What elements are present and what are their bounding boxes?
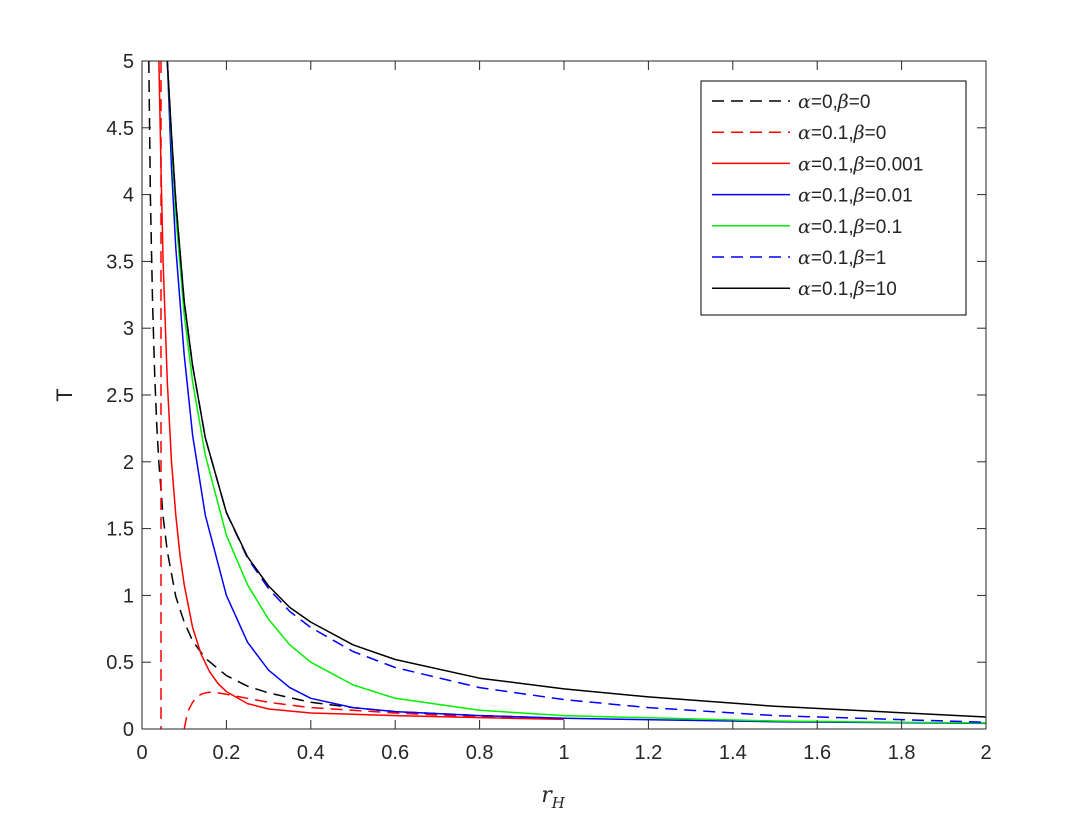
x-axis-label: rH (541, 783, 566, 812)
legend-label: α=0.1,β=1 (798, 247, 886, 269)
x-axis-label-sub: H (551, 794, 566, 812)
legend-label: α=0.1,β=0.1 (798, 216, 902, 238)
legend-label: α=0.1,β=0 (798, 122, 886, 144)
y-tick-label: 2 (123, 452, 134, 474)
legend-box (700, 80, 967, 316)
y-tick-label: 1 (123, 585, 134, 607)
legend: α=0,β=0 α=0.1,β=0 α=0.1,β=0.001 α=0.1,β=0.0… (700, 80, 967, 316)
x-tick-label: 1 (558, 742, 569, 764)
legend-entry: α=0.1,β=0.1 (712, 216, 902, 238)
x-tick-label: 2 (980, 742, 991, 764)
legend-entries: α=0,β=0 α=0.1,β=0 α=0.1,β=0.001 α=0.1,β=0.0… (712, 91, 923, 300)
series-layer (148, 61, 986, 729)
x-tick-label: 0.8 (466, 742, 494, 764)
legend-label: α=0.1,β=10 (798, 278, 897, 300)
y-tick-label: 3 (123, 318, 134, 340)
x-tick-label: 0.6 (381, 742, 409, 764)
y-tick-label: 4 (123, 185, 134, 207)
legend-entry: α=0.1,β=10 (712, 278, 897, 300)
y-tick-label: 2.5 (106, 385, 134, 407)
series-line-7 (166, 61, 986, 718)
x-tick-label: 1.6 (803, 742, 831, 764)
legend-label: α=0.1,β=0.01 (798, 185, 913, 207)
series-line-2-part-2 (183, 691, 565, 729)
legend-entry: α=0.1,β=0.001 (712, 153, 923, 175)
legend-entry: α=0,β=0 (712, 91, 870, 113)
y-tick-label: 3.5 (106, 251, 134, 273)
legend-label: α=0.1,β=0.001 (798, 153, 923, 175)
series-line-5 (166, 61, 986, 724)
x-axis-label-main: r (541, 783, 553, 808)
y-axis-label: T (52, 388, 77, 401)
x-tick-label: 0.4 (297, 742, 325, 764)
x-tick-label: 0 (136, 742, 147, 764)
x-tick-label: 1.2 (634, 742, 662, 764)
legend-entry: α=0.1,β=0.01 (712, 185, 913, 207)
series-line-4 (166, 61, 986, 725)
legend-entry: α=0.1,β=1 (712, 247, 886, 269)
y-tick-label: 0 (123, 719, 134, 741)
y-tick-label: 1.5 (106, 519, 134, 541)
ticks-layer: 0 0.2 0.4 0.6 0.8 1 1.2 1.4 1.6 1.8 2 0 0.5 1 1.5 2 2.5 3… (106, 51, 991, 764)
series-line-1 (148, 61, 565, 720)
series-line-6 (166, 61, 986, 724)
series-line-3 (158, 61, 565, 721)
x-tick-label: 1.8 (888, 742, 916, 764)
x-tick-label: 0.2 (212, 742, 240, 764)
y-tick-label: 0.5 (106, 652, 134, 674)
legend-entry: α=0.1,β=0 (712, 122, 886, 144)
y-tick-label: 4.5 (106, 118, 134, 140)
legend-label: α=0,β=0 (798, 91, 870, 113)
x-tick-label: 1.4 (719, 742, 747, 764)
y-tick-label: 5 (123, 51, 134, 73)
